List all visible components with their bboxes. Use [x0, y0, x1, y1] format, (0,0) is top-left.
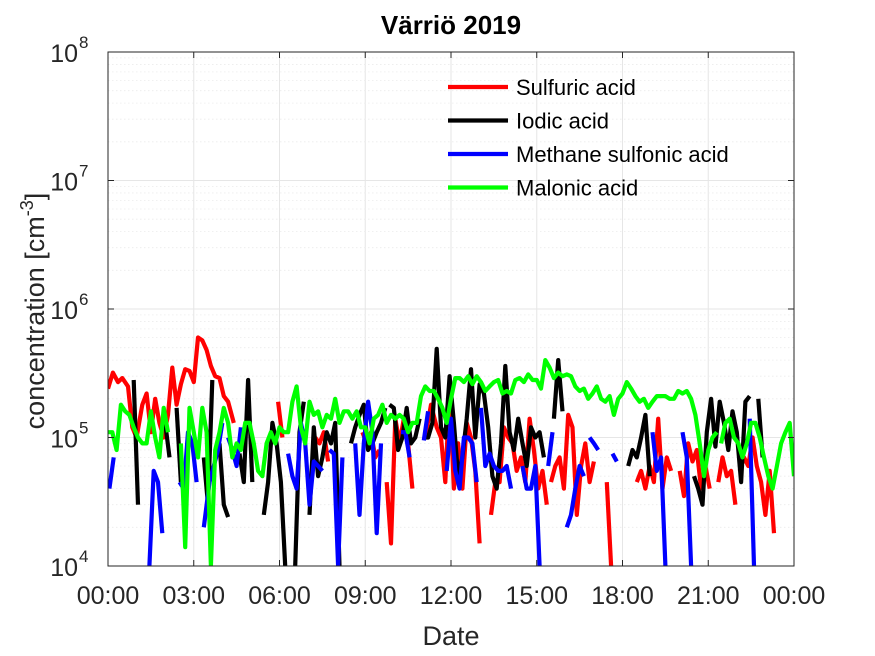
y-tick-label: 10 [50, 297, 78, 325]
series-line-methane-sulfonic-acid [650, 431, 668, 566]
series-line-iodic-acid [131, 379, 141, 505]
series-line-malonic-acid [719, 416, 794, 491]
y-tick-label: 10 [50, 169, 78, 197]
legend-item-iodic-acid: Iodic acid [448, 109, 609, 134]
y-tick-label-exponent: 4 [79, 547, 88, 566]
x-axis-label: Date [422, 621, 479, 651]
series-line-methane-sulfonic-acid [520, 463, 542, 566]
series-line-methane-sulfonic-acid [108, 457, 116, 489]
series-line-sulfuric-acid [634, 416, 674, 491]
series-line-malonic-acid [108, 402, 171, 460]
series-line-methane-sulfonic-acid [478, 407, 514, 489]
y-tick-label-exponent: 6 [79, 290, 88, 309]
series-line-methane-sulfonic-acid [610, 452, 619, 463]
plot-area [107, 51, 795, 567]
series-line-sulfuric-acid [737, 435, 777, 534]
series-line-methane-sulfonic-acid [564, 463, 586, 528]
series-line-iodic-acid [626, 412, 652, 477]
series-line-iodic-acid [261, 420, 288, 566]
y-tick-label-exponent: 8 [79, 33, 88, 52]
x-tick-label: 00:00 [763, 582, 826, 610]
legend: Sulfuric acid Iodic acid Methane sulfonic … [448, 75, 729, 201]
series-lines [108, 335, 794, 566]
legend-label: Methane sulfonic acid [516, 142, 729, 167]
y-tick-label: 10 [50, 554, 78, 582]
series-malonic-acid [108, 358, 794, 566]
x-tick-label: 06:00 [248, 582, 311, 610]
series-line-sulfuric-acid [604, 481, 614, 566]
series-line-methane-sulfonic-acid [421, 410, 431, 441]
series-line-sulfuric-acid [716, 455, 738, 505]
series-line-iodic-acid [551, 358, 565, 419]
legend-label: Iodic acid [516, 109, 609, 134]
x-tick-label: 03:00 [162, 582, 225, 610]
series-line-methane-sulfonic-acid [587, 436, 600, 452]
series-line-iodic-acid [307, 420, 342, 566]
series-line-methane-sulfonic-acid [401, 430, 412, 458]
series-line-sulfuric-acid [423, 388, 482, 544]
legend-label: Sulfuric acid [516, 75, 636, 100]
y-axis-label-exponent: -3 [17, 200, 37, 216]
x-tick-label: 21:00 [677, 582, 740, 610]
y-tick-label: 10 [50, 40, 78, 68]
series-line-methane-sulfonic-acid [147, 468, 165, 566]
x-axis-ticks: 00:00 03:00 06:00 09:00 12:00 15:00 18:00 21:00… [77, 52, 826, 610]
series-line-methane-sulfonic-acid [353, 399, 384, 536]
series-line-methane-sulfonic-acid [680, 431, 694, 566]
x-tick-label: 09:00 [334, 582, 397, 610]
legend-label: Malonic acid [516, 176, 638, 201]
legend-item-methane-sulfonic-acid: Methane sulfonic acid [448, 142, 729, 167]
series-line-methane-sulfonic-acid [328, 448, 345, 566]
chart-title: Värriö 2019 [381, 10, 521, 40]
y-tick-label: 10 [50, 426, 78, 454]
x-tick-label: 00:00 [77, 582, 140, 610]
series-line-sulfuric-acid [548, 412, 596, 518]
y-axis-label-close-bracket: ] [20, 193, 50, 201]
series-line-iodic-acid [217, 443, 231, 518]
legend-item-malonic-acid: Malonic acid [448, 176, 638, 201]
y-tick-label-exponent: 5 [79, 419, 88, 438]
series-line-iodic-acid [348, 402, 388, 453]
series-line-methane-sulfonic-acid [747, 418, 757, 566]
series-line-malonic-acid [178, 358, 719, 566]
x-tick-label: 18:00 [591, 582, 654, 610]
legend-item-sulfuric-acid: Sulfuric acid [448, 75, 636, 100]
x-tick-label: 15:00 [505, 582, 568, 610]
series-line-iodic-acid [692, 394, 752, 507]
series-line-methane-sulfonic-acid [546, 431, 555, 467]
y-tick-label-exponent: 7 [79, 162, 88, 181]
y-axis-label-text: concentration [cm [20, 216, 50, 429]
series-line-iodic-acid [423, 346, 546, 491]
series-line-methane-sulfonic-acid [444, 416, 479, 491]
x-tick-label: 12:00 [420, 582, 483, 610]
y-axis-label: concentration [cm-3] [17, 193, 50, 430]
